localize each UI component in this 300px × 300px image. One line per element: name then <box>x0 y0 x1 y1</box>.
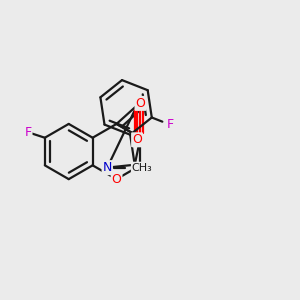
Text: N: N <box>103 161 112 174</box>
Text: CH₃: CH₃ <box>132 163 152 172</box>
Text: O: O <box>112 172 122 186</box>
Text: O: O <box>132 133 142 146</box>
Text: F: F <box>167 118 174 131</box>
Text: O: O <box>136 97 146 110</box>
Text: F: F <box>24 126 32 139</box>
